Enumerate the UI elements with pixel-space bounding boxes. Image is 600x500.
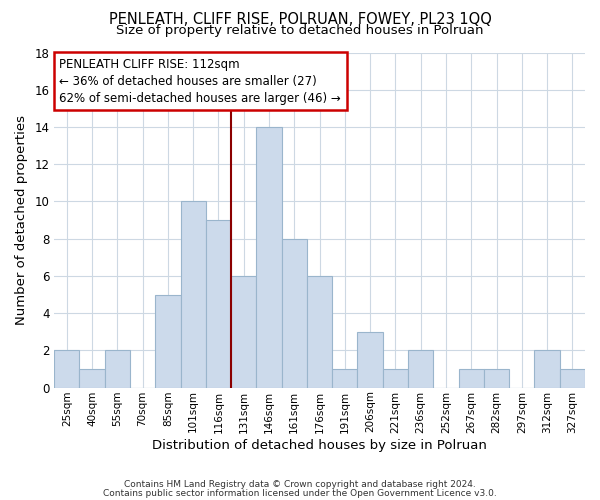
Bar (458, 369, 484, 388)
Bar (206, 220, 231, 388)
Text: Contains HM Land Registry data © Crown copyright and database right 2024.: Contains HM Land Registry data © Crown c… (124, 480, 476, 489)
Text: Contains public sector information licensed under the Open Government Licence v3: Contains public sector information licen… (103, 488, 497, 498)
Bar (560, 369, 585, 388)
Bar (281, 238, 307, 388)
Bar (79, 369, 104, 388)
Bar (358, 332, 383, 388)
Text: PENLEATH, CLIFF RISE, POLRUAN, FOWEY, PL23 1QQ: PENLEATH, CLIFF RISE, POLRUAN, FOWEY, PL… (109, 12, 491, 26)
Bar (383, 369, 408, 388)
Bar (307, 276, 332, 388)
Text: Size of property relative to detached houses in Polruan: Size of property relative to detached ho… (116, 24, 484, 37)
Bar (332, 369, 358, 388)
Bar (408, 350, 433, 388)
Bar (181, 202, 206, 388)
Bar (231, 276, 256, 388)
Bar (54, 350, 79, 388)
Bar (155, 294, 181, 388)
Bar (256, 127, 281, 388)
Bar (104, 350, 130, 388)
Text: PENLEATH CLIFF RISE: 112sqm
← 36% of detached houses are smaller (27)
62% of sem: PENLEATH CLIFF RISE: 112sqm ← 36% of det… (59, 58, 341, 104)
Y-axis label: Number of detached properties: Number of detached properties (15, 115, 28, 325)
Bar (484, 369, 509, 388)
X-axis label: Distribution of detached houses by size in Polruan: Distribution of detached houses by size … (152, 440, 487, 452)
Bar (535, 350, 560, 388)
